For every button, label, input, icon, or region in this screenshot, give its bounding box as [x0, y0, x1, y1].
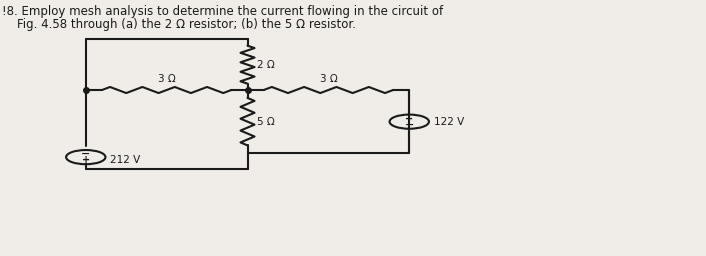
Text: −: −	[81, 149, 90, 159]
Text: 122 V: 122 V	[434, 117, 464, 127]
Text: 2 Ω: 2 Ω	[258, 60, 275, 70]
Text: 3 Ω: 3 Ω	[157, 74, 176, 84]
Text: 3 Ω: 3 Ω	[320, 74, 337, 84]
Text: −: −	[405, 120, 414, 130]
Text: !8. Employ mesh analysis to determine the current flowing in the circuit of: !8. Employ mesh analysis to determine th…	[2, 5, 443, 18]
Text: 5 Ω: 5 Ω	[258, 117, 275, 127]
Text: +: +	[405, 114, 413, 124]
Text: 212 V: 212 V	[110, 155, 140, 165]
Text: +: +	[82, 155, 90, 165]
Text: Fig. 4.58 through (a) the 2 Ω resistor; (b) the 5 Ω resistor.: Fig. 4.58 through (a) the 2 Ω resistor; …	[2, 18, 356, 31]
